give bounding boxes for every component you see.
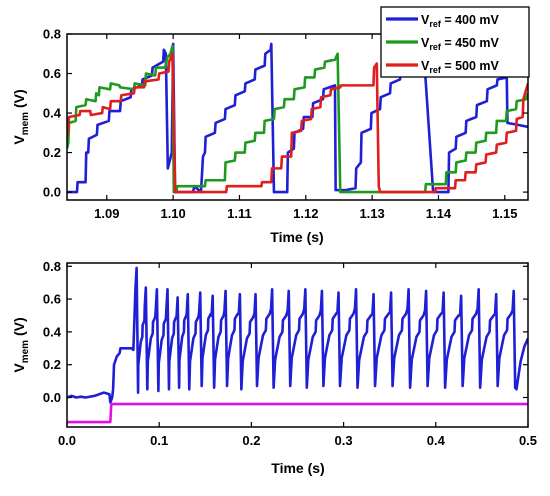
bottom-x-tick-label: 0.0	[58, 433, 76, 448]
legend-label-450: Vref = 450 mV	[421, 36, 500, 52]
bottom-series-group	[67, 266, 528, 424]
bottom-x-tick-label: 0.3	[335, 433, 353, 448]
top-series-line-0	[67, 42, 528, 194]
top-x-tick-label: 1.14	[426, 206, 452, 221]
top-y-tick-label: 0.4	[43, 106, 62, 121]
bottom-y-tick-label: 0.8	[43, 259, 61, 274]
top-y-label-unit: (V)	[11, 89, 27, 112]
bottom-x-axis-label: Time (s)	[271, 460, 324, 476]
bottom-y-tick-label: 0.0	[43, 390, 61, 405]
legend-item-450: Vref = 450 mV	[386, 36, 500, 52]
legend-item-500: Vref = 500 mV	[386, 59, 500, 75]
top-plot-area	[67, 42, 528, 194]
top-x-tick-label: 1.09	[94, 206, 119, 221]
bottom-y-tick-label: 0.2	[43, 357, 61, 372]
top-y-tick-label: 0.0	[43, 185, 61, 200]
top-x-tick-label: 1.15	[492, 206, 517, 221]
top-y-label-sub: mem	[20, 112, 31, 135]
bottom-plot-frame	[66, 262, 529, 428]
top-plot-frame	[66, 33, 529, 201]
bottom-y-label-sub: mem	[20, 340, 31, 363]
top-y-tick-label: 0.2	[43, 145, 61, 160]
bottom-chart: 0.0 0.1 0.2 0.3 0.4 0.5 0.0 0.2 0.4 0.6 0.8 Time (…	[11, 259, 537, 476]
bottom-series-line-0	[67, 266, 528, 404]
bottom-axis-ticks: 0.0 0.1 0.2 0.3 0.4 0.5 0.0 0.2 0.4 0.6 0.8	[43, 259, 537, 448]
top-axis-ticks: 1.09 1.10 1.11 1.12 1.13 1.14 1.15 0.0 0.2 0.4 0.6…	[43, 27, 528, 221]
bottom-y-tick-label: 0.6	[43, 292, 61, 307]
legend-label-500: Vref = 500 mV	[421, 59, 500, 75]
bottom-x-tick-label: 0.4	[427, 433, 446, 448]
top-chart: 1.09 1.10 1.11 1.12 1.13 1.14 1.15 0.0 0.2 0.4 0.6…	[11, 6, 530, 245]
top-x-tick-label: 1.13	[359, 206, 384, 221]
top-series-group	[67, 42, 528, 194]
top-y-tick-label: 0.8	[43, 27, 61, 42]
legend-label-400: Vref = 400 mV	[421, 13, 500, 29]
bottom-y-tick-label: 0.4	[43, 324, 62, 339]
bottom-y-label-main: V	[11, 363, 27, 373]
bottom-x-tick-label: 0.5	[519, 433, 537, 448]
bottom-x-tick-label: 0.1	[150, 433, 168, 448]
top-x-tick-label: 1.11	[227, 206, 252, 221]
top-y-axis-label: Vmem (V)	[11, 89, 31, 144]
bottom-y-axis-label: Vmem (V)	[11, 317, 31, 372]
legend: Vref = 400 mV Vref = 450 mV Vref = 500 m…	[380, 6, 530, 78]
bottom-x-tick-label: 0.2	[242, 433, 260, 448]
bottom-series-line-1	[67, 402, 528, 424]
top-series-line-1	[67, 44, 528, 194]
top-y-tick-label: 0.6	[43, 66, 61, 81]
bottom-y-label-unit: (V)	[11, 317, 27, 340]
bottom-plot-area	[67, 266, 528, 424]
top-x-tick-label: 1.10	[160, 206, 185, 221]
top-y-label-main: V	[11, 135, 27, 145]
legend-item-400: Vref = 400 mV	[386, 13, 500, 29]
top-x-axis-label: Time (s)	[270, 229, 323, 245]
top-series-line-2	[67, 52, 528, 194]
top-x-tick-label: 1.12	[293, 206, 318, 221]
